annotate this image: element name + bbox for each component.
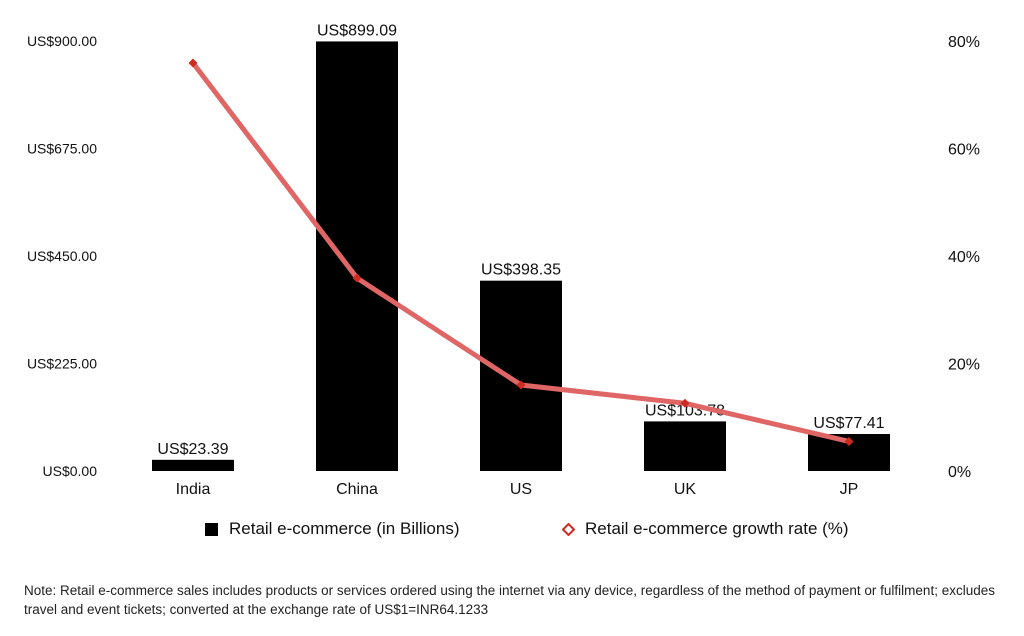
legend-line-label: Retail e-commerce growth rate (%) [585,519,849,538]
left-axis-tick-label: US$450.00 [27,248,97,264]
bar-data-label: US$899.09 [317,22,397,39]
combo-chart: US$0.00 US$225.00 US$450.00 US$675.00 US$900… [27,22,980,498]
growth-rate-point [680,398,690,408]
right-axis-tick-label: 0% [948,464,971,481]
legend-bar-swatch [205,522,218,536]
right-axis-tick-label: 80% [948,34,980,51]
right-axis-tick-label: 20% [948,357,980,374]
left-axis-tick-label: US$675.00 [27,141,97,157]
growth-rate-point [844,436,854,446]
x-axis-tick-label: China [336,481,378,498]
x-axis-tick-label: India [176,481,211,498]
left-axis-tick-label: US$900.00 [27,33,97,49]
bar-us [480,280,562,471]
growth-rate-point [352,273,362,283]
legend-item-growth-rate[interactable]: Retail e-commerce growth rate (%) [562,519,849,539]
bar-data-label: US$23.39 [157,441,228,458]
x-axis-tick-label: JP [840,481,859,498]
legend-diamond-marker-icon [562,522,575,536]
x-axis-tick-label: US [510,481,532,498]
bar-data-label: US$398.35 [481,262,561,279]
x-axis-tick-label: UK [674,481,697,498]
chart-footnote: Note: Retail e-commerce sales includes p… [24,583,995,617]
growth-rate-point [516,380,526,390]
bar-uk [644,421,726,471]
chart-legend: Retail e-commerce (in Billions) Retail e… [0,519,1024,545]
left-axis-tick-label: US$225.00 [27,356,97,372]
bar-china [316,41,398,471]
right-axis-tick-label: 40% [948,249,980,266]
legend-item-retail-ecommerce[interactable]: Retail e-commerce (in Billions) [205,519,460,539]
bar-data-label: US$77.41 [813,415,884,432]
left-axis-tick-label: US$0.00 [43,463,98,479]
right-axis-tick-label: 60% [948,142,980,159]
growth-rate-point [188,58,198,68]
legend-bar-label: Retail e-commerce (in Billions) [229,519,460,538]
bar-india [152,459,234,471]
